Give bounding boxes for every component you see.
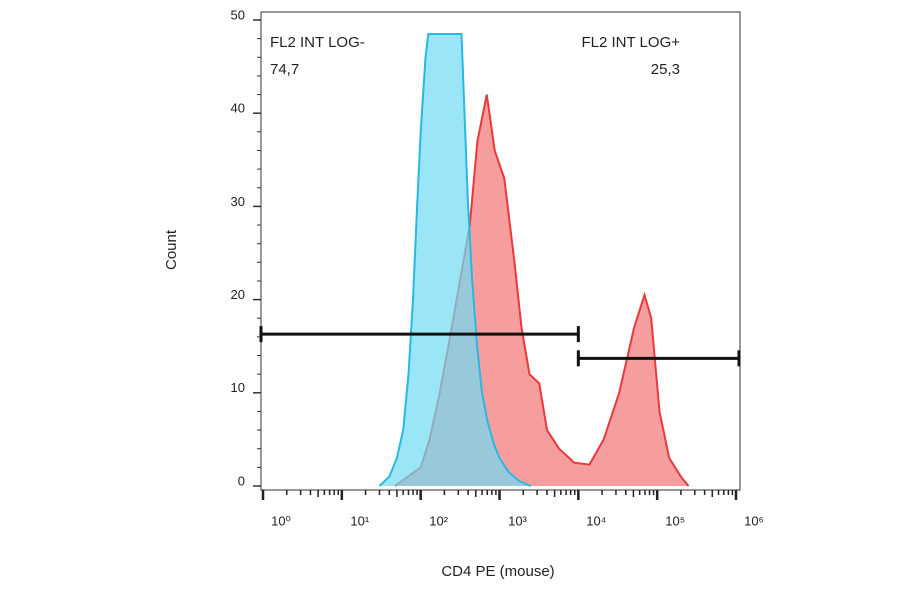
y-axis-label: Count — [163, 229, 180, 270]
y-tick-label: 30 — [231, 194, 245, 209]
gate-name: FL2 INT LOG+ — [581, 34, 680, 51]
x-axis-label: CD4 PE (mouse) — [441, 563, 554, 580]
x-tick-label: 10⁵ — [665, 513, 685, 528]
y-tick-label: 50 — [231, 7, 245, 22]
gate-percent: 25,3 — [651, 61, 680, 78]
y-tick-label: 10 — [231, 380, 245, 395]
y-tick-label: 20 — [231, 287, 245, 302]
x-tick-label: 10² — [429, 513, 448, 528]
y-tick-label: 0 — [238, 473, 245, 488]
x-tick-label: 10¹ — [350, 513, 369, 528]
x-tick-label: 10⁶ — [744, 513, 764, 528]
histogram-fill — [379, 34, 531, 486]
y-tick-label: 40 — [231, 101, 245, 116]
x-tick-label: 10⁴ — [586, 513, 606, 528]
histogram-line — [378, 33, 532, 487]
x-tick-label: 10³ — [508, 513, 527, 528]
x-tick-label: 10⁰ — [271, 513, 291, 528]
gate-name: FL2 INT LOG- — [270, 34, 365, 51]
gate-percent: 74,7 — [270, 61, 299, 78]
